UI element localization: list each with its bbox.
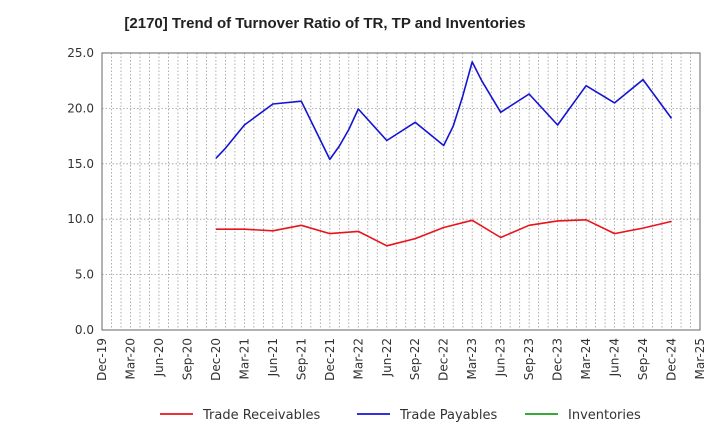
legend-label: Trade Receivables [202,408,320,423]
series-line-2 [215,61,673,161]
x-tick-label: Dec-20 [209,338,223,381]
y-tick-label: 20.0 [67,101,94,115]
axes: 0.0 5.0 10.0 15.0 20.0 25.0 Dec-19 Mar-20 Jun-20… [67,46,707,381]
x-tick-label: Sep-24 [636,338,650,380]
y-tick-label: 15.0 [67,157,94,171]
x-tick-label: Sep-20 [180,338,194,380]
x-tick-label: Dec-24 [665,338,679,381]
legend: Trade Receivables Trade Payables Inventori… [160,408,641,423]
series-line-1 [215,219,672,247]
x-tick-label: Dec-19 [95,338,109,381]
grid [101,52,701,331]
x-tick-label: Jun-24 [608,338,622,377]
x-tick-label: Jun-20 [152,338,166,377]
x-tick-label: Sep-23 [522,338,536,380]
x-tick-label: Dec-23 [551,338,565,381]
x-tick-label: Sep-22 [408,338,422,380]
x-tick-label: Dec-22 [437,338,451,381]
chart-title: [2170] Trend of Turnover Ratio of TR, TP… [124,15,526,32]
legend-label: Trade Payables [399,408,497,423]
y-tick-label: 10.0 [67,212,94,226]
y-tick-label: 25.0 [67,46,94,60]
y-tick-label: 5.0 [75,268,94,282]
series-lines [215,61,673,247]
x-tick-label: Mar-24 [579,338,593,379]
x-tick-label: Mar-23 [465,338,479,379]
x-tick-label: Mar-22 [351,338,365,379]
x-tick-label: Dec-21 [323,338,337,381]
x-tick-label: Jun-23 [494,338,508,377]
x-tick-label: Jun-21 [266,338,280,377]
plot-frame [101,52,701,331]
legend-label: Inventories [568,408,641,423]
x-tick-label: Mar-21 [237,338,251,379]
x-tick-label: Jun-22 [380,338,394,377]
y-tick-label: 0.0 [75,323,94,337]
x-tick-label: Mar-20 [123,338,137,379]
x-tick-label: Mar-25 [693,338,707,379]
x-tick-label: Sep-21 [294,338,308,380]
